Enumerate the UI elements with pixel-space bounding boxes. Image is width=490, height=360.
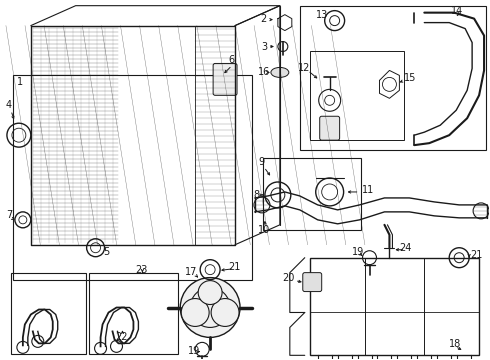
Text: 19: 19	[352, 247, 364, 257]
Ellipse shape	[271, 67, 289, 77]
FancyBboxPatch shape	[213, 63, 237, 95]
Text: 11: 11	[362, 185, 374, 195]
Text: 19: 19	[188, 346, 200, 356]
Circle shape	[198, 280, 222, 305]
Text: 21: 21	[228, 262, 241, 272]
Text: 21: 21	[470, 250, 483, 260]
Text: 8: 8	[253, 190, 259, 200]
Bar	[13, 75, 252, 280]
FancyBboxPatch shape	[303, 273, 322, 292]
Circle shape	[181, 298, 209, 327]
Bar	[310, 50, 404, 140]
Text: 6: 6	[228, 55, 234, 66]
Text: 12: 12	[298, 63, 310, 73]
Bar	[300, 6, 486, 150]
Text: 5: 5	[103, 247, 110, 257]
Text: 7: 7	[6, 210, 12, 220]
Text: 13: 13	[316, 10, 328, 20]
Text: 14: 14	[451, 6, 464, 15]
Text: 2: 2	[260, 14, 266, 24]
Text: 17: 17	[185, 267, 197, 276]
Text: 22: 22	[116, 332, 128, 342]
Circle shape	[180, 278, 240, 337]
Text: 18: 18	[449, 339, 462, 349]
Text: 10: 10	[258, 225, 270, 235]
Circle shape	[211, 298, 239, 327]
Text: 1: 1	[17, 77, 23, 87]
FancyBboxPatch shape	[319, 116, 340, 140]
Bar	[263, 158, 361, 230]
Bar	[195, 26, 235, 245]
Text: 3: 3	[261, 41, 267, 51]
Bar	[310, 258, 479, 355]
Text: 15: 15	[404, 73, 417, 84]
Bar	[89, 273, 178, 354]
Text: 20: 20	[282, 273, 294, 283]
Text: 23: 23	[135, 265, 148, 275]
Text: 4: 4	[6, 100, 12, 110]
Text: 16: 16	[258, 67, 270, 77]
Text: 9: 9	[258, 157, 264, 167]
Bar	[11, 273, 86, 354]
Text: 24: 24	[399, 243, 412, 253]
